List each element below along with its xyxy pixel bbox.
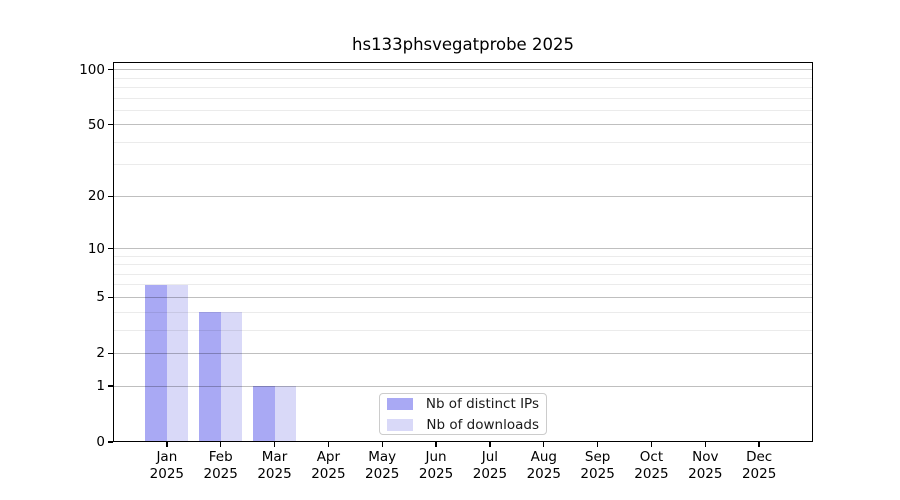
y-tick-mark: [107, 195, 113, 198]
y-gridline-major: [113, 296, 813, 298]
y-tick-mark: [107, 352, 113, 355]
x-tick-label: Jan 2025: [149, 449, 185, 482]
y-tick-label: 20: [87, 188, 105, 205]
y-gridline-minor: [113, 255, 813, 257]
bar-distinct-ips: [145, 284, 167, 442]
y-gridline-major: [113, 352, 813, 354]
x-tick-label: Oct 2025: [634, 449, 669, 482]
legend-item-distinct-ips: Nb of distinct IPs: [387, 396, 539, 412]
x-tick-mark: [381, 442, 383, 447]
x-tick-label: Mar 2025: [257, 449, 292, 482]
y-gridline-minor: [113, 164, 813, 166]
x-tick-label: Jul 2025: [472, 449, 508, 482]
y-tick-label: 100: [79, 61, 105, 78]
bar-downloads: [274, 386, 297, 442]
y-tick-mark: [107, 247, 113, 250]
x-tick-label: Feb 2025: [203, 449, 238, 482]
legend: Nb of distinct IPs Nb of downloads: [379, 393, 547, 435]
x-tick-label: Aug 2025: [526, 449, 561, 482]
x-tick-mark: [327, 442, 330, 447]
x-tick-mark: [596, 442, 599, 447]
legend-label-distinct-ips: Nb of distinct IPs: [425, 395, 539, 412]
x-tick-mark: [166, 442, 168, 447]
x-tick-mark: [758, 442, 760, 447]
legend-label-downloads: Nb of downloads: [426, 416, 539, 433]
x-tick-mark: [219, 442, 222, 447]
bar-distinct-ips: [253, 386, 275, 442]
y-gridline-minor: [113, 141, 813, 143]
y-gridline-major: [113, 195, 813, 197]
x-tick-label: Dec 2025: [741, 449, 777, 482]
y-gridline-minor: [113, 329, 813, 331]
legend-swatch-distinct-ips: [387, 397, 413, 410]
y-tick-label: 2: [96, 345, 105, 362]
x-tick-mark: [543, 442, 545, 447]
x-tick-label: Apr 2025: [311, 449, 346, 482]
y-gridline-minor: [113, 264, 813, 266]
y-tick-label: 5: [96, 289, 105, 306]
y-gridline-minor: [113, 97, 813, 99]
y-tick-mark: [107, 296, 113, 299]
bar-distinct-ips: [199, 312, 221, 442]
legend-swatch-downloads: [387, 418, 414, 431]
y-gridline-minor: [113, 77, 813, 79]
x-tick-mark: [273, 442, 276, 447]
y-gridline-minor: [113, 273, 813, 275]
y-gridline-major: [113, 124, 813, 126]
y-tick-label: 0: [96, 434, 105, 450]
y-tick-label: 50: [87, 116, 105, 133]
chart-title: hs133phsvegatprobe 2025: [352, 35, 574, 54]
bar-downloads: [220, 312, 243, 442]
y-tick-mark: [107, 68, 113, 71]
x-tick-label: Sep 2025: [580, 449, 615, 482]
y-tick-mark: [107, 385, 113, 387]
y-tick-label: 10: [87, 240, 105, 257]
y-gridline-major: [113, 69, 813, 71]
x-tick-mark: [435, 442, 437, 447]
y-gridline-minor: [113, 109, 813, 111]
y-tick-mark: [107, 124, 113, 126]
y-gridline-minor: [113, 284, 813, 286]
y-gridline-minor: [113, 86, 813, 88]
x-tick-label: Jun 2025: [418, 449, 454, 482]
y-tick-mark: [107, 441, 113, 443]
y-gridline-minor: [113, 311, 813, 313]
x-tick-label: Nov 2025: [688, 449, 723, 482]
y-gridline-major: [113, 248, 813, 250]
x-tick-mark: [704, 442, 706, 447]
x-tick-mark: [489, 442, 491, 447]
bar-downloads: [166, 284, 189, 442]
x-tick-label: May 2025: [365, 449, 400, 482]
y-tick-label: 1: [96, 378, 105, 395]
y-gridline-major: [113, 385, 813, 387]
x-tick-mark: [650, 442, 653, 447]
legend-item-downloads: Nb of downloads: [387, 417, 539, 433]
